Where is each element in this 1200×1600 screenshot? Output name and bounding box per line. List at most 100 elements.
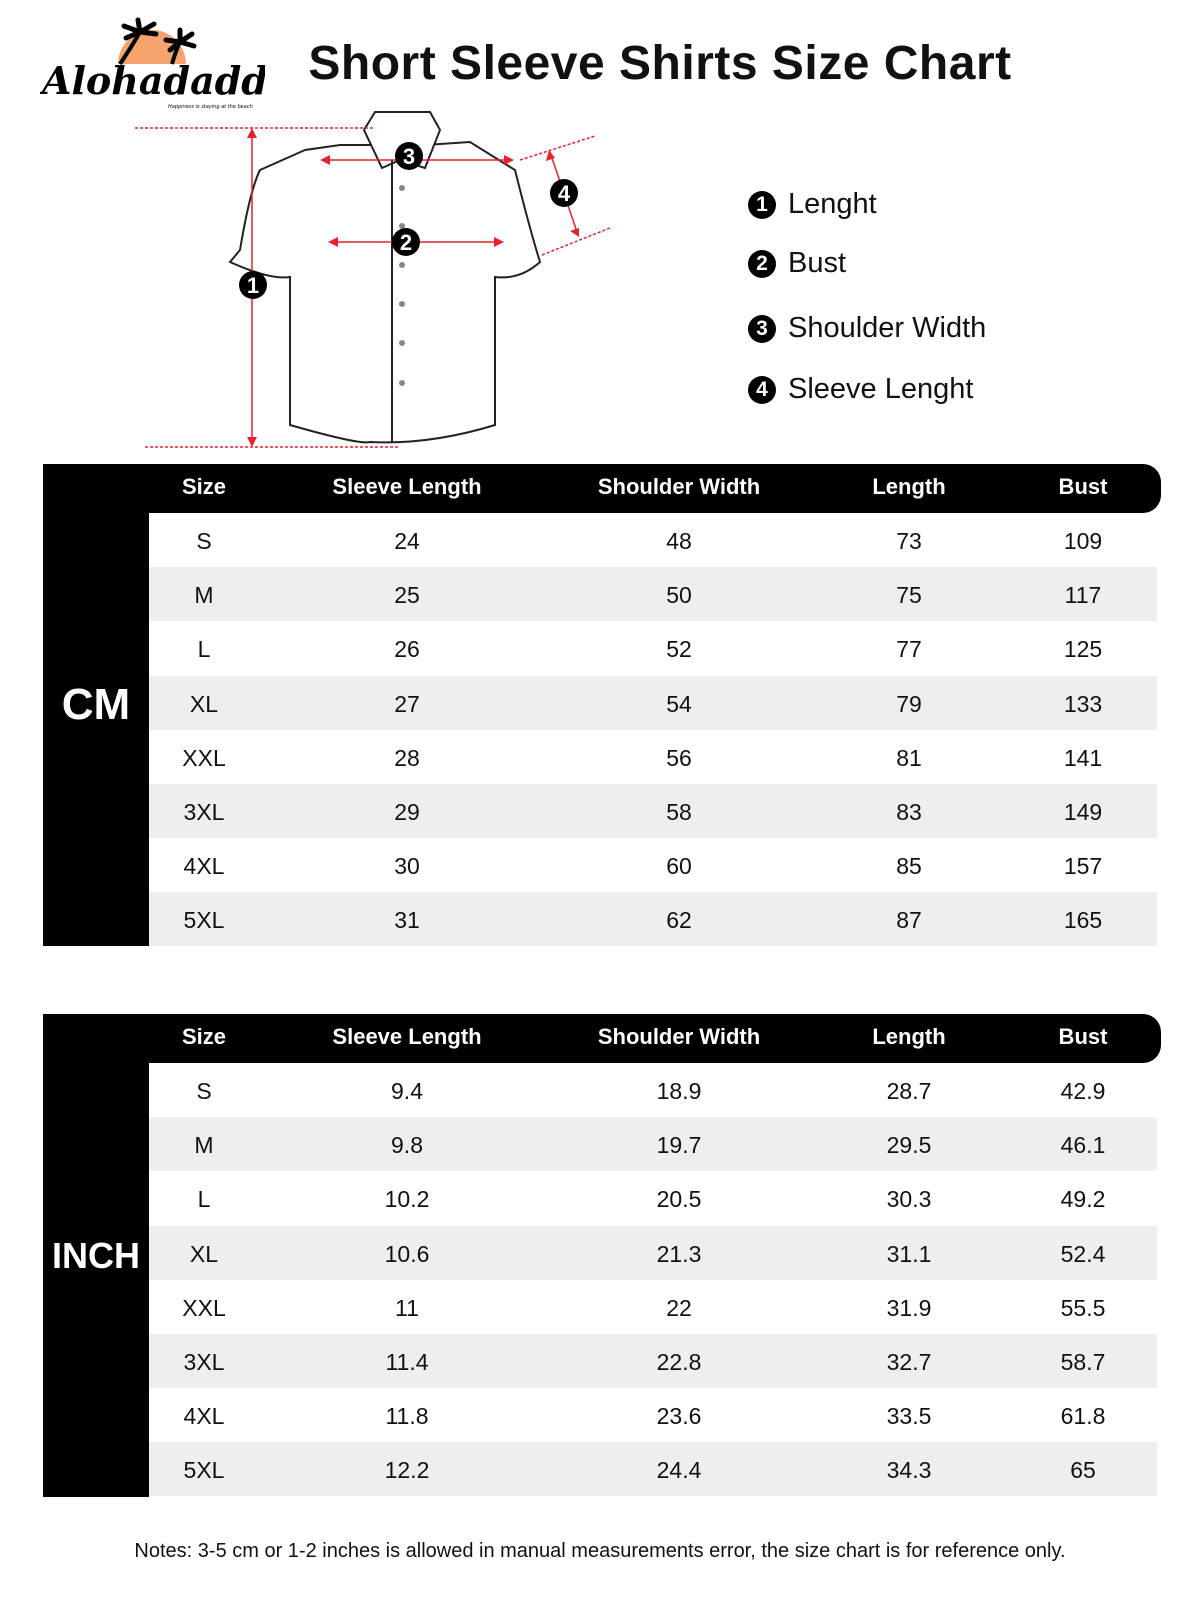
cell-size: 4XL bbox=[183, 1403, 225, 1430]
shirt-buttons bbox=[399, 185, 405, 386]
cell-bust: 149 bbox=[1063, 799, 1103, 825]
cell-size: M bbox=[194, 1132, 214, 1159]
cell-size: M bbox=[194, 582, 214, 609]
table-row: XL 27 54 79 133 bbox=[149, 675, 1157, 730]
cell-length: 33.5 bbox=[886, 1403, 932, 1430]
cell-shoulder-width: 22 bbox=[666, 1294, 692, 1321]
cell-shoulder-width: 62 bbox=[666, 907, 692, 934]
legend-item-shoulder-width: 3 Shoulder Width bbox=[748, 312, 986, 345]
cell-sleeve-length: 29 bbox=[394, 799, 420, 825]
cell-shoulder-width: 19.7 bbox=[656, 1132, 702, 1159]
cell-shoulder-width: 58 bbox=[666, 799, 692, 825]
cell-bust: 117 bbox=[1064, 582, 1102, 609]
column-header-bust: Bust bbox=[1058, 474, 1108, 499]
svg-text:Happiness is staying at the be: Happiness is staying at the beach bbox=[168, 104, 253, 110]
cell-length: 31.9 bbox=[886, 1294, 932, 1321]
cell-size: 3XL bbox=[183, 799, 225, 825]
marker-1: 1 bbox=[247, 273, 259, 298]
cell-sleeve-length: 10.2 bbox=[384, 1186, 430, 1213]
table-row: 5XL 31 62 87 165 bbox=[149, 892, 1157, 947]
cell-length: 85 bbox=[896, 853, 922, 880]
cell-length: 73 bbox=[896, 528, 922, 554]
cell-sleeve-length: 11 bbox=[395, 1294, 419, 1321]
cell-length: 75 bbox=[896, 582, 922, 609]
cell-bust: 133 bbox=[1063, 690, 1103, 717]
legend-item-length: 1 Lenght bbox=[748, 188, 877, 221]
cell-size: XL bbox=[189, 1240, 219, 1267]
brand-logo: Alohadaddy Happiness is staying at the b… bbox=[39, 14, 293, 116]
cell-shoulder-width: 54 bbox=[666, 690, 692, 717]
cell-shoulder-width: 22.8 bbox=[656, 1349, 702, 1375]
cell-shoulder-width: 18.9 bbox=[656, 1078, 702, 1104]
logo-graphic: Alohadaddy Happiness is staying at the b… bbox=[39, 17, 293, 110]
table-row: XXL 11 22 31.9 55.5 bbox=[149, 1280, 1157, 1334]
table-row: XXL 28 56 81 141 bbox=[149, 730, 1157, 784]
cell-sleeve-length: 24 bbox=[394, 528, 420, 554]
shirt-outline bbox=[228, 111, 542, 444]
cell-size: XL bbox=[189, 690, 219, 717]
page-title: Short Sleeve Shirts Size Chart bbox=[308, 37, 1012, 90]
table-row: 4XL 11.8 23.6 33.5 61.8 bbox=[149, 1388, 1157, 1442]
table-row: 3XL 11.4 22.8 32.7 58.7 bbox=[149, 1334, 1157, 1388]
column-header-length: Length bbox=[872, 474, 946, 499]
column-header-shoulder-width: Shoulder Width bbox=[597, 1024, 761, 1049]
unit-label: CM bbox=[43, 464, 149, 946]
cell-shoulder-width: 20.5 bbox=[656, 1186, 702, 1213]
number-1-icon: 1 bbox=[748, 190, 776, 219]
cell-size: XXL bbox=[182, 1294, 226, 1321]
cell-bust: 65 bbox=[1070, 1457, 1096, 1484]
cell-bust: 49.2 bbox=[1060, 1186, 1106, 1213]
cell-sleeve-length: 28 bbox=[394, 744, 420, 771]
unit-label: INCH bbox=[43, 1014, 149, 1497]
cell-size: S bbox=[196, 1078, 212, 1104]
table-header: Size Sleeve Length Shoulder Width Length Bus… bbox=[43, 464, 1161, 513]
table-row: 3XL 29 58 83 149 bbox=[149, 784, 1157, 838]
cell-sleeve-length: 27 bbox=[394, 690, 420, 717]
cell-size: L bbox=[197, 1186, 211, 1213]
column-header-bust: Bust bbox=[1058, 1024, 1108, 1049]
cell-length: 77 bbox=[896, 636, 922, 663]
legend-item-sleeve-length: 4 Sleeve Lenght bbox=[748, 373, 973, 406]
number-4-icon: 4 bbox=[748, 375, 776, 404]
table-header: Size Sleeve Length Shoulder Width Length Bus… bbox=[43, 1014, 1161, 1063]
cell-shoulder-width: 52 bbox=[666, 636, 692, 663]
legend-label: Bust bbox=[788, 247, 847, 279]
cell-length: 79 bbox=[896, 690, 922, 717]
cell-shoulder-width: 48 bbox=[666, 528, 692, 554]
cell-length: 81 bbox=[896, 744, 922, 771]
number-2-icon: 2 bbox=[748, 249, 776, 278]
cell-shoulder-width: 23.6 bbox=[656, 1403, 702, 1430]
cell-shoulder-width: 60 bbox=[666, 853, 692, 880]
cell-length: 83 bbox=[896, 799, 922, 825]
cell-size: L bbox=[197, 636, 211, 663]
notes: Notes: 3-5 cm or 1-2 inches is allowed i… bbox=[134, 1540, 1066, 1562]
shirt-diagram: 1 2 3 4 bbox=[135, 111, 610, 448]
cell-sleeve-length: 9.8 bbox=[391, 1132, 423, 1159]
table-row: 4XL 30 60 85 157 bbox=[149, 838, 1157, 892]
cell-shoulder-width: 21.3 bbox=[656, 1240, 702, 1267]
cell-sleeve-length: 26 bbox=[394, 636, 420, 663]
cell-length: 31.1 bbox=[886, 1240, 932, 1267]
legend-item-bust: 2 Bust bbox=[748, 247, 846, 280]
palm-tree-icon bbox=[121, 17, 159, 41]
marker-3: 3 bbox=[403, 144, 415, 169]
cell-length: 34.3 bbox=[886, 1457, 932, 1484]
palm-tree-icon bbox=[163, 27, 197, 53]
cell-size: XXL bbox=[182, 744, 226, 771]
table-row: S 24 48 73 109 bbox=[149, 513, 1157, 567]
cell-bust: 42.9 bbox=[1060, 1078, 1106, 1104]
cell-length: 32.7 bbox=[886, 1349, 932, 1375]
column-header-sleeve-length: Sleeve Length bbox=[332, 1024, 482, 1049]
cell-bust: 165 bbox=[1063, 907, 1103, 934]
table-row: S 9.4 18.9 28.7 42.9 bbox=[149, 1063, 1157, 1117]
cell-bust: 55.5 bbox=[1060, 1294, 1106, 1321]
column-header-size: Size bbox=[181, 1024, 227, 1049]
cell-sleeve-length: 30 bbox=[394, 853, 420, 880]
cell-bust: 141 bbox=[1063, 744, 1103, 771]
table-row: XL 10.6 21.3 31.1 52.4 bbox=[149, 1225, 1157, 1280]
cell-shoulder-width: 56 bbox=[666, 744, 692, 771]
unit-text: INCH bbox=[52, 1234, 140, 1276]
cell-shoulder-width: 24.4 bbox=[656, 1457, 702, 1484]
legend-label: Sleeve Lenght bbox=[788, 373, 974, 405]
cell-bust: 61.8 bbox=[1060, 1403, 1106, 1430]
